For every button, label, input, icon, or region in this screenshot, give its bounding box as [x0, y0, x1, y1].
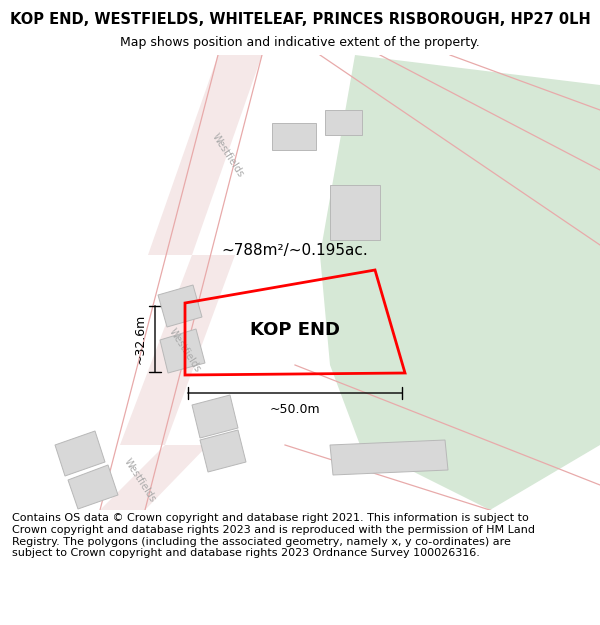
Text: KOP END: KOP END — [250, 321, 340, 339]
Text: ~788m²/~0.195ac.: ~788m²/~0.195ac. — [221, 242, 368, 258]
Polygon shape — [68, 465, 118, 509]
Polygon shape — [148, 55, 262, 255]
Text: ~50.0m: ~50.0m — [269, 403, 320, 416]
Polygon shape — [320, 55, 600, 510]
Polygon shape — [325, 110, 362, 135]
Polygon shape — [272, 123, 316, 150]
Polygon shape — [160, 329, 205, 373]
Polygon shape — [192, 395, 238, 438]
Text: Westfields: Westfields — [122, 456, 158, 504]
Text: Contains OS data © Crown copyright and database right 2021. This information is : Contains OS data © Crown copyright and d… — [12, 514, 535, 558]
Text: Westfields: Westfields — [210, 131, 246, 179]
Text: Map shows position and indicative extent of the property.: Map shows position and indicative extent… — [120, 36, 480, 49]
Polygon shape — [330, 440, 448, 475]
Polygon shape — [120, 255, 235, 445]
Text: KOP END, WESTFIELDS, WHITELEAF, PRINCES RISBOROUGH, HP27 0LH: KOP END, WESTFIELDS, WHITELEAF, PRINCES … — [10, 12, 590, 27]
Text: ~32.6m: ~32.6m — [134, 314, 147, 364]
Polygon shape — [100, 445, 208, 510]
Polygon shape — [55, 431, 105, 476]
Polygon shape — [330, 185, 380, 240]
Polygon shape — [200, 430, 246, 472]
Polygon shape — [158, 285, 202, 327]
Text: Westfields: Westfields — [167, 326, 203, 374]
